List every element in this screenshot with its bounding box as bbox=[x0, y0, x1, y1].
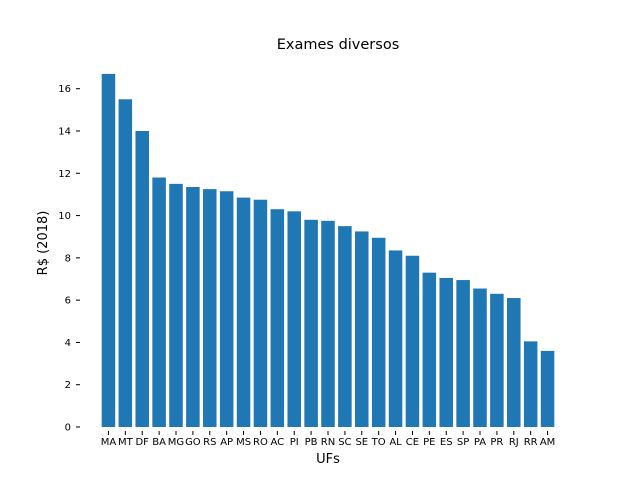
x-tick-label-ac: AC bbox=[271, 437, 285, 448]
x-tick-label-pi: PI bbox=[290, 437, 299, 448]
x-tick-label-ba: BA bbox=[152, 437, 166, 448]
x-tick-label-se: SE bbox=[355, 437, 368, 448]
x-tick-label-rr: RR bbox=[524, 437, 538, 448]
x-axis: MA MT DF BA MG GO RS AP MS RO AC PI PB RN SC SE TO AL CE PE… bbox=[101, 431, 555, 448]
bar-pr bbox=[490, 293, 504, 427]
chart-title: Exames diversos bbox=[277, 37, 400, 53]
bar-rs bbox=[203, 189, 217, 427]
x-tick-label-ap: AP bbox=[220, 437, 233, 448]
y-tick-label: 8 bbox=[65, 253, 71, 264]
x-tick-label-am: AM bbox=[540, 437, 555, 448]
bar-pb bbox=[304, 219, 318, 427]
y-axis: 0 2 4 6 8 10 12 14 16 bbox=[58, 84, 80, 434]
x-tick-label-sc: SC bbox=[338, 437, 351, 448]
bar-pa bbox=[473, 288, 487, 427]
bar-df bbox=[135, 131, 149, 427]
x-tick-label-mt: MT bbox=[118, 437, 134, 448]
y-tick-label: 10 bbox=[58, 211, 71, 222]
bar-am bbox=[540, 350, 555, 427]
y-tick-label: 14 bbox=[58, 127, 71, 138]
bar-to bbox=[371, 237, 386, 427]
x-tick-label-mg: MG bbox=[168, 437, 184, 448]
x-tick-label-ms: MS bbox=[236, 437, 251, 448]
bar-rr bbox=[523, 341, 538, 427]
x-tick-label-rs: RS bbox=[203, 437, 216, 448]
bar-ap bbox=[219, 191, 234, 427]
bar-ac bbox=[270, 209, 285, 427]
bar-es bbox=[439, 277, 453, 427]
x-tick-label-df: DF bbox=[135, 437, 149, 448]
bar-sp bbox=[456, 280, 470, 427]
x-axis-label: UFs bbox=[316, 452, 340, 467]
bar-pe bbox=[422, 272, 437, 427]
x-tick-label-sp: SP bbox=[457, 437, 469, 448]
bar-sc bbox=[338, 226, 352, 427]
bar-mg bbox=[169, 183, 183, 427]
y-tick-label: 0 bbox=[65, 423, 71, 434]
x-tick-label-pe: PE bbox=[423, 437, 435, 448]
bar-rj bbox=[507, 298, 521, 427]
bar-go bbox=[186, 187, 200, 427]
bars-group bbox=[101, 73, 555, 428]
y-tick-label: 6 bbox=[65, 296, 71, 307]
x-tick-label-pr: PR bbox=[490, 437, 503, 448]
x-tick-label-es: ES bbox=[440, 437, 453, 448]
x-tick-label-ce: CE bbox=[406, 437, 419, 448]
x-tick-label-rn: RN bbox=[321, 437, 335, 448]
bar-pi bbox=[287, 211, 301, 427]
bar-se bbox=[355, 231, 369, 427]
bar-ro bbox=[253, 199, 268, 427]
x-tick-label-go: GO bbox=[185, 437, 201, 448]
bar-rn bbox=[321, 220, 335, 427]
x-tick-label-al: AL bbox=[389, 437, 402, 448]
bar-ba bbox=[152, 177, 166, 427]
x-tick-label-pb: PB bbox=[305, 437, 318, 448]
x-tick-label-ro: RO bbox=[253, 437, 268, 448]
y-tick-label: 16 bbox=[58, 84, 71, 95]
bar-ma bbox=[101, 73, 116, 428]
y-tick-label: 2 bbox=[65, 380, 71, 391]
x-tick-label-to: TO bbox=[371, 437, 386, 448]
y-axis-label: R$ (2018) bbox=[36, 211, 51, 276]
bar-mt bbox=[118, 99, 133, 428]
y-tick-label: 12 bbox=[58, 169, 71, 180]
x-tick-label-pa: PA bbox=[474, 437, 486, 448]
x-tick-label-rj: RJ bbox=[509, 437, 519, 448]
y-tick-label: 4 bbox=[65, 338, 71, 349]
bar-ce bbox=[405, 255, 420, 427]
bar-al bbox=[388, 250, 403, 427]
bar-ms bbox=[236, 197, 251, 427]
x-tick-label-ma: MA bbox=[101, 437, 117, 448]
